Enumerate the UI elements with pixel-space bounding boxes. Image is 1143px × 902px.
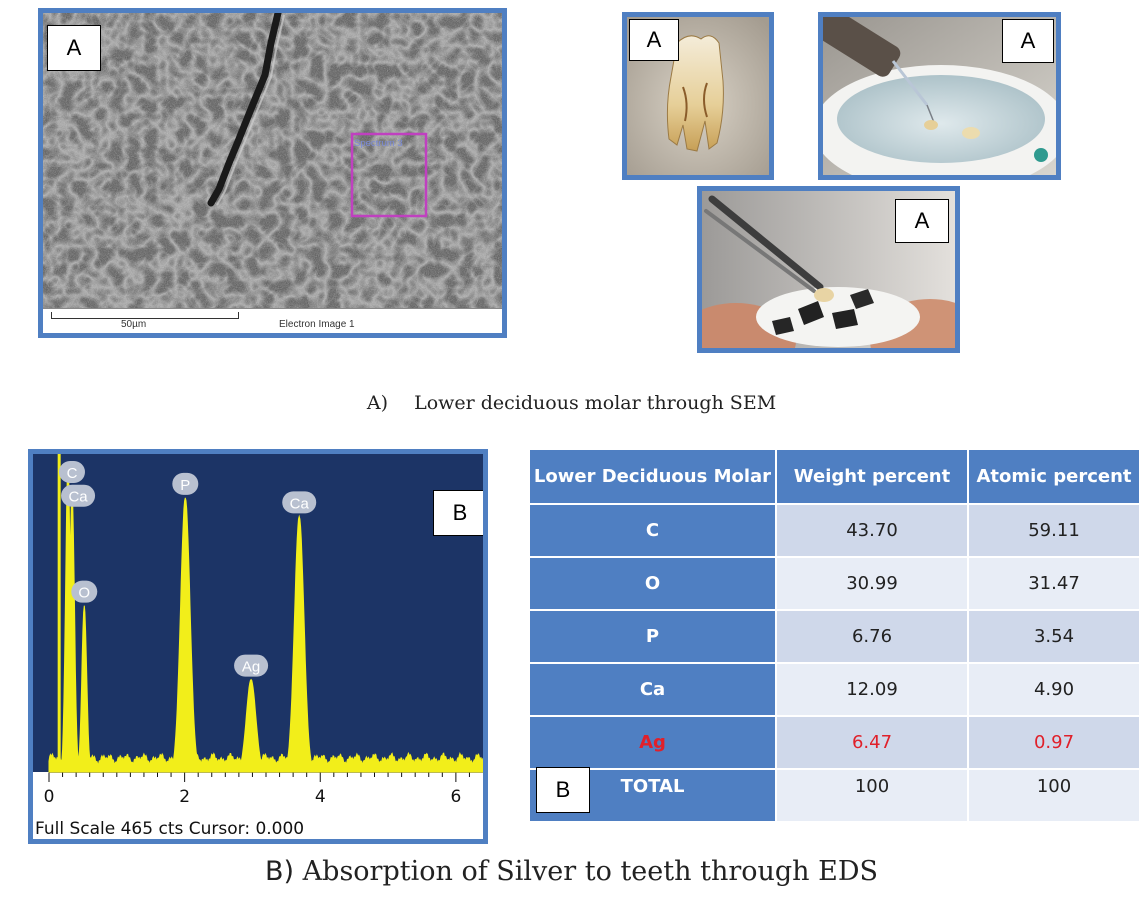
svg-text:C: C xyxy=(67,465,78,482)
spectrum-region-label: Spectrum 3 xyxy=(354,138,403,149)
eds-spectrum-panel: 0 2 4 6 C Ca O P Ag Ca Full Scale 465 cts Cursor… xyxy=(28,449,488,844)
caption-b: B) Absorption of Silver to teeth through… xyxy=(0,856,1143,887)
weight-percent-cell-total: 100 xyxy=(776,769,969,823)
table-header-cell: Lower Deciduous Molar xyxy=(530,450,777,505)
weight-percent-cell: 30.99 xyxy=(776,557,969,611)
table-row: Ca 12.09 4.90 xyxy=(530,663,1141,717)
element-cell-highlight: Ag xyxy=(530,716,777,770)
eds-x-tick-label: 4 xyxy=(315,787,326,807)
caption-b-text: Absorption of Silver to teeth through ED… xyxy=(302,856,878,887)
caption-b-prefix: B) xyxy=(265,856,295,887)
sem-scale-bar xyxy=(51,312,239,319)
eds-x-tick-label: 2 xyxy=(179,787,190,807)
atomic-percent-cell-highlight: 0.97 xyxy=(968,716,1141,770)
sem-footer-bar: 50µm Electron Image 1 xyxy=(43,308,502,333)
element-cell: O xyxy=(530,557,777,611)
weight-percent-cell: 12.09 xyxy=(776,663,969,717)
table-row-highlight: Ag 6.47 0.97 xyxy=(530,716,1141,770)
sem-micrograph: Spectrum 3 xyxy=(43,13,502,309)
table-header-cell: Weight percent xyxy=(776,450,969,505)
panel-label-a-mount: A xyxy=(895,199,949,243)
atomic-percent-cell: 31.47 xyxy=(968,557,1141,611)
svg-text:Ag: Ag xyxy=(242,659,260,676)
eds-x-tick-label: 6 xyxy=(450,787,461,807)
atomic-percent-cell-total: 100 xyxy=(968,769,1141,823)
svg-text:Ca: Ca xyxy=(290,495,310,512)
sem-crack xyxy=(207,13,282,207)
weight-percent-cell: 6.76 xyxy=(776,610,969,664)
sem-scale-label: 50µm xyxy=(121,319,147,330)
svg-text:Ca: Ca xyxy=(68,489,88,506)
weight-percent-cell: 43.70 xyxy=(776,504,969,558)
cup-photo-panel: A xyxy=(818,12,1061,180)
element-cell: C xyxy=(530,504,777,558)
svg-text:O: O xyxy=(78,585,90,602)
table-row: P 6.76 3.54 xyxy=(530,610,1141,664)
svg-text:P: P xyxy=(180,477,190,494)
tooth-photo-panel: A xyxy=(622,12,774,180)
atomic-percent-cell: 3.54 xyxy=(968,610,1141,664)
panel-label-b-table: B xyxy=(536,767,590,813)
element-cell: Ca xyxy=(530,663,777,717)
caption-a-text: Lower deciduous molar through SEM xyxy=(414,392,777,414)
table-row: O 30.99 31.47 xyxy=(530,557,1141,611)
weight-percent-cell-highlight: 6.47 xyxy=(776,716,969,770)
panel-label-a-cup: A xyxy=(1002,19,1054,63)
table-row-total: TOTAL 100 100 xyxy=(530,769,1141,823)
sem-image-label: Electron Image 1 xyxy=(279,319,355,330)
eds-peak-label: O xyxy=(71,580,98,603)
mount-photo-panel: A xyxy=(697,186,960,353)
eds-peak-label: Ca xyxy=(282,491,317,514)
eds-peak-label: Ca xyxy=(61,484,96,507)
eds-peak-label: P xyxy=(172,472,199,495)
table-header-cell: Atomic percent xyxy=(968,450,1141,505)
panel-label-b-spectrum: B xyxy=(433,490,483,536)
eds-peak-label: Ag xyxy=(234,654,269,677)
atomic-percent-cell: 4.90 xyxy=(968,663,1141,717)
table-header-row: Lower Deciduous Molar Weight percent Ato… xyxy=(530,450,1141,505)
panel-label-a-tooth: A xyxy=(629,19,679,61)
eds-footer-text: Full Scale 465 cts Cursor: 0.000 xyxy=(35,819,304,839)
eds-spectrum-chart: 0 2 4 6 C Ca O P Ag Ca Full Scale 465 cts Cursor… xyxy=(33,454,483,839)
panel-label-a-sem: A xyxy=(47,25,101,71)
caption-a: A) Lower deciduous molar through SEM xyxy=(0,392,1143,414)
eds-x-tick-label: 0 xyxy=(44,787,55,807)
sem-image-panel: Spectrum 3 50µm Electron Image 1 A xyxy=(38,8,507,338)
eds-spectrum-trace xyxy=(48,463,483,773)
table-row: C 43.70 59.11 xyxy=(530,504,1141,558)
eds-peak-label: C xyxy=(58,461,85,483)
atomic-percent-cell: 59.11 xyxy=(968,504,1141,558)
element-cell: P xyxy=(530,610,777,664)
caption-a-prefix: A) xyxy=(366,392,388,414)
eds-composition-table: Lower Deciduous Molar Weight percent Ato… xyxy=(530,450,1141,823)
spectrum-region-box xyxy=(350,132,428,218)
